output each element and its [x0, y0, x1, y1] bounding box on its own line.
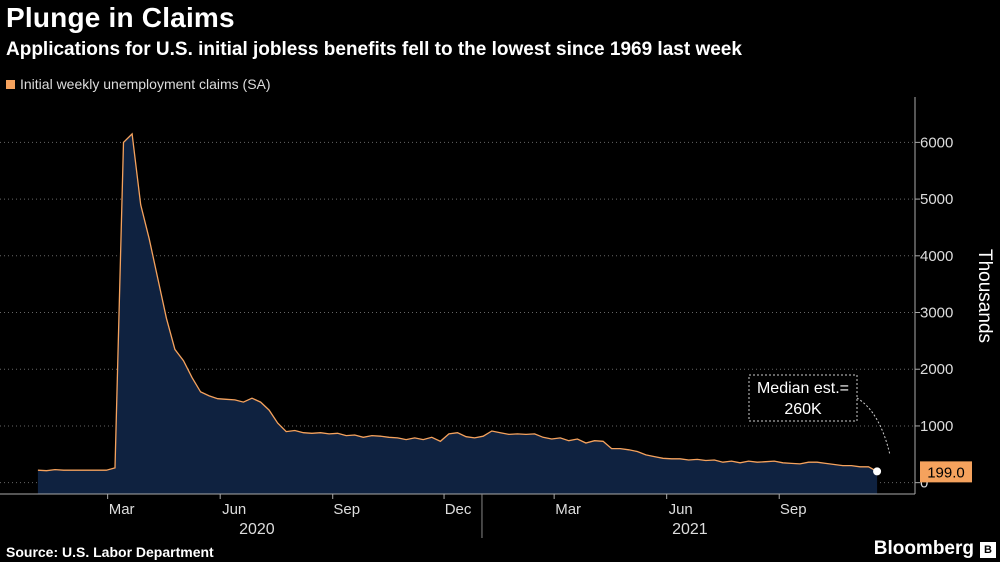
bloomberg-logo: Bloomberg — [873, 538, 974, 559]
last-point-marker — [873, 467, 882, 476]
x-tick-label: Mar — [109, 501, 135, 518]
x-tick-label: Mar — [555, 501, 581, 518]
x-tick-label: Sep — [333, 501, 360, 518]
annotation-text: 260K — [784, 401, 822, 418]
y-tick-label: 0 — [920, 475, 928, 492]
year-label: 2021 — [672, 521, 708, 538]
x-tick-label: Jun — [222, 501, 246, 518]
x-tick-label: Jun — [669, 501, 693, 518]
series-line — [37, 132, 878, 472]
annotation-leader — [856, 397, 891, 456]
annotation-text: Median est.= — [757, 380, 849, 397]
y-tick-label: 6000 — [920, 134, 953, 151]
legend-swatch — [6, 79, 15, 89]
source-note: Source: U.S. Labor Department — [6, 544, 214, 560]
legend: Initial weekly unemployment claims (SA) — [6, 76, 271, 92]
annotation-box — [748, 374, 858, 422]
y-tick-label: 1000 — [920, 418, 953, 435]
x-tick-label: Dec — [445, 501, 472, 518]
y-tick-label: 2000 — [920, 361, 953, 378]
year-label: 2020 — [239, 521, 275, 538]
series-area — [37, 133, 878, 494]
y-tick-label: 3000 — [920, 305, 953, 322]
bloomberg-badge-icon: B — [980, 542, 996, 558]
chart-title: Plunge in Claims — [6, 2, 235, 33]
y-tick-label: 4000 — [920, 248, 953, 265]
x-tick-label: Sep — [780, 501, 807, 518]
last-value-label-bg — [920, 461, 972, 483]
chart-subtitle: Applications for U.S. initial jobless be… — [6, 39, 742, 60]
y-tick-label: 5000 — [920, 191, 953, 208]
y-axis-label: Thousands — [974, 249, 995, 343]
legend-label: Initial weekly unemployment claims (SA) — [20, 76, 271, 92]
last-value-label: 199.0 — [927, 464, 965, 481]
